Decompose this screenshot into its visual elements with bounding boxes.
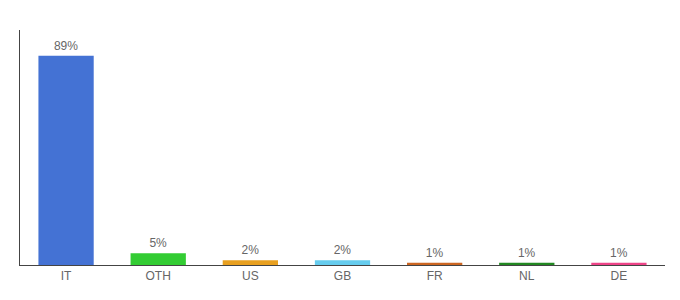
svg-text:1%: 1% (610, 246, 628, 260)
svg-text:US: US (242, 269, 259, 283)
svg-text:1%: 1% (518, 246, 536, 260)
svg-text:FR: FR (427, 269, 443, 283)
svg-text:NL: NL (519, 269, 535, 283)
svg-text:1%: 1% (426, 246, 444, 260)
svg-text:5%: 5% (149, 236, 167, 250)
svg-text:2%: 2% (242, 243, 260, 257)
svg-text:89%: 89% (54, 39, 78, 53)
svg-text:GB: GB (334, 269, 351, 283)
svg-text:DE: DE (611, 269, 628, 283)
svg-text:2%: 2% (334, 243, 352, 257)
svg-text:IT: IT (61, 269, 72, 283)
svg-text:OTH: OTH (146, 269, 171, 283)
